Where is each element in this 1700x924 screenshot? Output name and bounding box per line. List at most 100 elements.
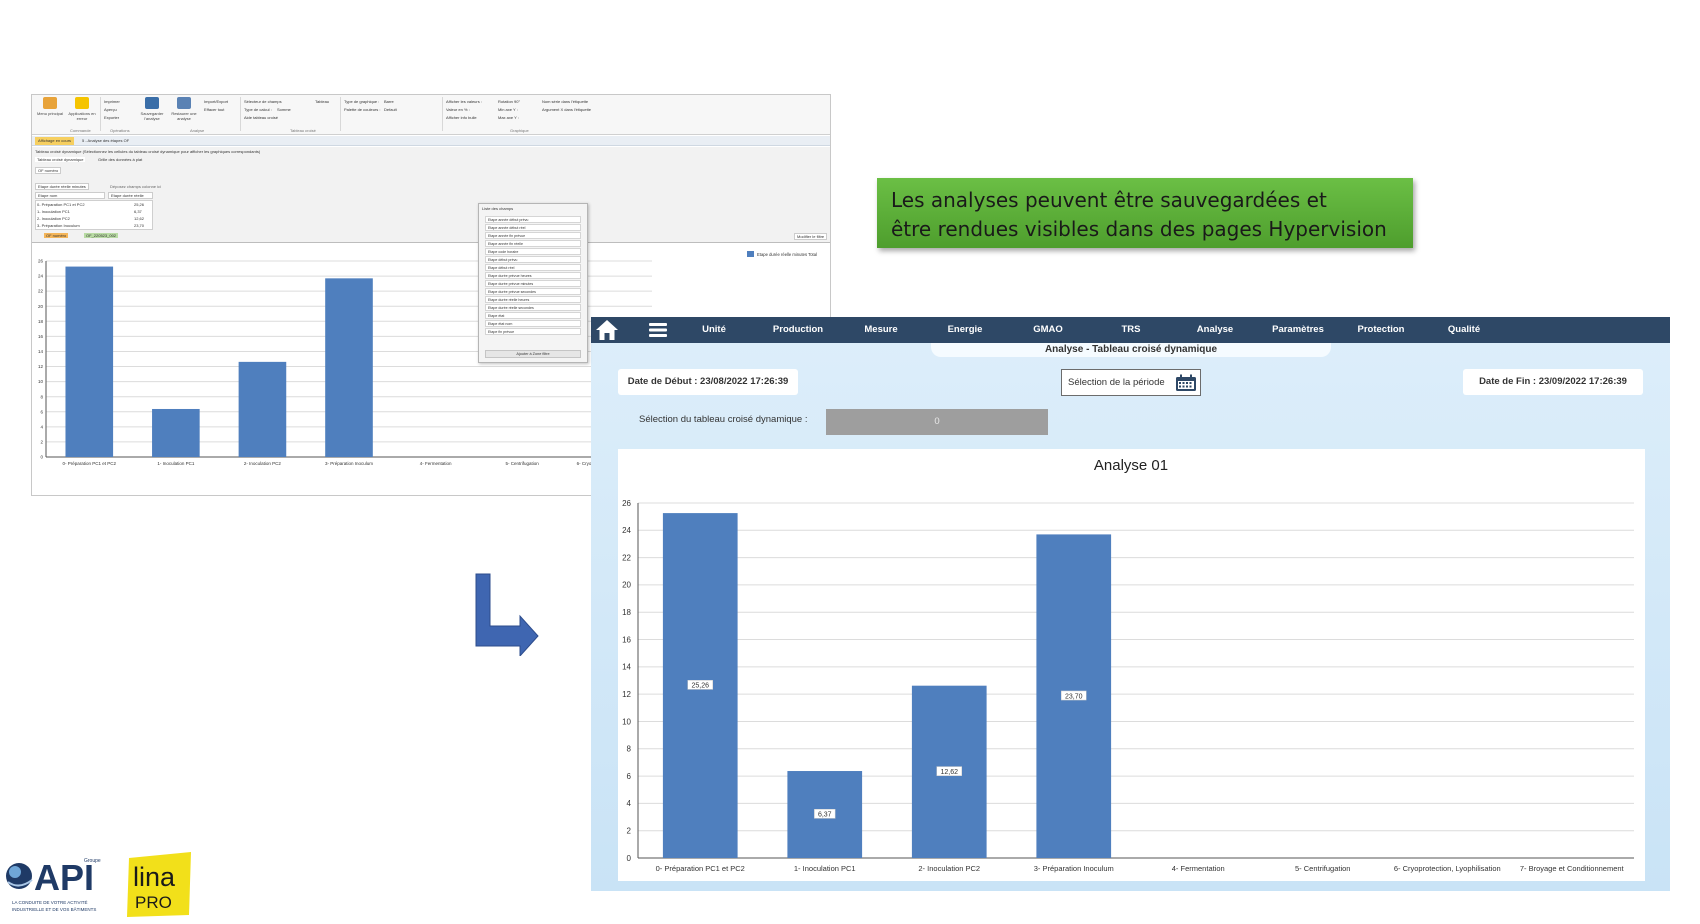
period-selector[interactable]: Sélection de la période	[1061, 369, 1201, 396]
field-list-item[interactable]: Etape état	[485, 312, 581, 319]
bar[interactable]	[152, 408, 200, 457]
pivot-help-button[interactable]: Aide tableau croisé	[244, 115, 279, 120]
nav-item-energie[interactable]: Energie	[947, 324, 983, 335]
filter-field-value[interactable]: OF_220523_002	[84, 233, 119, 238]
applications-label: Applications en erreur	[68, 111, 96, 121]
nav-item-qualite[interactable]: Qualité	[1447, 324, 1481, 335]
start-date-display: Date de Début : 23/08/2022 17:26:39	[618, 369, 798, 395]
tab-flat-grid[interactable]: Grille des données à plat	[98, 157, 143, 162]
field-list-item[interactable]: Etape début prévu	[485, 256, 581, 263]
data-label: 6,37	[818, 812, 832, 819]
chart-type-select[interactable]: Barre	[384, 99, 394, 104]
filter-chip[interactable]: OF numéro	[35, 167, 62, 174]
pivot-row-name[interactable]: 2- Inoculation PC2	[37, 216, 70, 221]
field-selector-button[interactable]: Sélecteur de champs	[244, 99, 282, 104]
field-list-item[interactable]: Etape état nom	[485, 320, 581, 327]
column-field-header[interactable]: Etape durée réelle	[108, 192, 153, 199]
clear-all-button[interactable]: Effacer tout	[204, 107, 225, 112]
chart-legend	[743, 249, 830, 259]
column-drop-zone[interactable]: Déposez champs colonne ici	[110, 184, 161, 189]
pivot-row-value[interactable]: 25,26	[134, 202, 145, 207]
y-tick-label: 0	[627, 854, 632, 863]
field-list-item[interactable]: Etape durée prévue secondes	[485, 288, 581, 295]
chart-title: Analyse 01	[1094, 457, 1168, 474]
field-list-item[interactable]: Etape durée prévue minutes	[485, 280, 581, 287]
field-list-item[interactable]: Etape année début prévu	[485, 216, 581, 223]
calendar-icon[interactable]	[1175, 374, 1197, 392]
field-list-item[interactable]: Etape année fin prévue	[485, 232, 581, 239]
add-to-filter-button[interactable]: Ajouter à Zone filtre	[485, 350, 581, 358]
y-tick-label: 18	[38, 319, 44, 324]
y-tick-label: 26	[622, 499, 631, 508]
table-button[interactable]: Tableau	[315, 99, 330, 104]
y-tick-label: 2	[627, 826, 632, 835]
field-list-item[interactable]: Etape durée réelle heures	[485, 296, 581, 303]
series-name-checkbox[interactable]: Nom série dans l'étiquette	[542, 99, 589, 104]
data-label: 12,62	[940, 769, 958, 776]
restore-analysis-button[interactable]: Restaurer une analyse	[168, 97, 200, 131]
pivot-selection-input[interactable]: 0	[826, 409, 1048, 435]
x-category-label: 0- Préparation PC1 et PC2	[656, 864, 745, 873]
print-button[interactable]: Imprimer	[104, 99, 120, 104]
row-field-header[interactable]: Etape nom	[35, 192, 105, 199]
applications-button[interactable]: Applications en erreur	[66, 97, 98, 131]
show-values-checkbox[interactable]: Afficher les valeurs :	[446, 99, 482, 104]
nav-item-parametres[interactable]: Paramètres	[1272, 324, 1324, 335]
nav-item-protection[interactable]: Protection	[1357, 324, 1405, 335]
filter-field-label[interactable]: OF numéro	[44, 233, 69, 238]
modify-filter-button[interactable]: Modifier le filtre	[794, 233, 828, 240]
bar[interactable]	[238, 361, 287, 457]
api-logo-text: API	[34, 857, 94, 898]
nav-item-mesure[interactable]: Mesure	[864, 324, 898, 335]
argument-x-checkbox[interactable]: Argument X dans l'étiquette	[542, 107, 592, 112]
calc-type-select[interactable]: Somme	[277, 107, 291, 112]
home-icon[interactable]	[595, 319, 619, 341]
value-percent-checkbox[interactable]: Valeur en % :	[446, 107, 470, 112]
field-list-item[interactable]: Etape durée prévue heures	[485, 272, 581, 279]
max-y-field[interactable]: Max axe Y :	[498, 115, 519, 120]
pivot-row-value[interactable]: 23,70	[134, 223, 145, 228]
x-category-label: 5- Centrifugation	[1295, 864, 1350, 873]
legend-swatch	[747, 251, 754, 257]
main-menu-button[interactable]: Menu principal	[34, 97, 66, 131]
end-date-display: Date de Fin : 23/09/2022 17:26:39	[1463, 369, 1643, 395]
pivot-row-name[interactable]: 3- Préparation Inoculum	[37, 223, 80, 228]
flag-icon	[75, 97, 89, 109]
rotation-checkbox[interactable]: Rotation 90°	[498, 99, 521, 104]
field-list-item[interactable]: Etape durée réelle secondes	[485, 304, 581, 311]
save-analysis-button[interactable]: Sauvegarder l'analyse	[136, 97, 168, 131]
nav-item-gmao[interactable]: GMAO	[1033, 324, 1063, 335]
field-list-item[interactable]: Etape année fin réelle	[485, 240, 581, 247]
import-export-button[interactable]: Import/Export	[204, 99, 229, 104]
ribbon-group-label: Analyse	[190, 128, 205, 133]
hamburger-menu-icon[interactable]	[649, 322, 667, 338]
ribbon-group-label: Opérations	[110, 128, 130, 133]
pivot-row-name[interactable]: 1- Inoculation PC1	[37, 209, 70, 214]
field-list-item[interactable]: Etape année début réel	[485, 224, 581, 231]
field-list-item[interactable]: Etape début réel	[485, 264, 581, 271]
nav-item-unite[interactable]: Unité	[702, 324, 726, 335]
bar[interactable]	[325, 278, 373, 457]
pivot-row-name[interactable]: 0- Préparation PC1 et PC2	[37, 202, 85, 207]
current-view-tab[interactable]: Affichage en cours	[35, 137, 75, 145]
nav-item-trs[interactable]: TRS	[1121, 324, 1141, 335]
pivot-row-value[interactable]: 12,62	[134, 216, 145, 221]
x-category-label: 5- Centrifugation	[506, 461, 540, 466]
nav-item-analyse[interactable]: Analyse	[1196, 324, 1234, 335]
bar[interactable]	[65, 266, 114, 457]
pivot-row-value[interactable]: 6,37	[134, 209, 142, 214]
export-button[interactable]: Exporter	[104, 115, 120, 120]
show-tooltip-checkbox[interactable]: Afficher info bulle	[446, 115, 477, 120]
y-tick-label: 2	[40, 439, 43, 444]
tab-pivot-table[interactable]: Tableau croisé dynamique	[35, 157, 86, 162]
min-y-field[interactable]: Min axe Y :	[498, 107, 518, 112]
preview-button[interactable]: Aperçu	[104, 107, 117, 112]
x-category-label: 6- Cryoprotection, Lyophilisation	[1394, 864, 1501, 873]
field-list-item[interactable]: Etape code horaire	[485, 248, 581, 255]
field-list-item[interactable]: Etape fin prévue	[485, 328, 581, 335]
data-field-header[interactable]: Etape durée réelle minutes	[35, 183, 89, 190]
down-right-arrow-icon	[475, 573, 539, 656]
nav-item-production[interactable]: Production	[772, 324, 824, 335]
palette-select[interactable]: Default	[384, 107, 397, 112]
